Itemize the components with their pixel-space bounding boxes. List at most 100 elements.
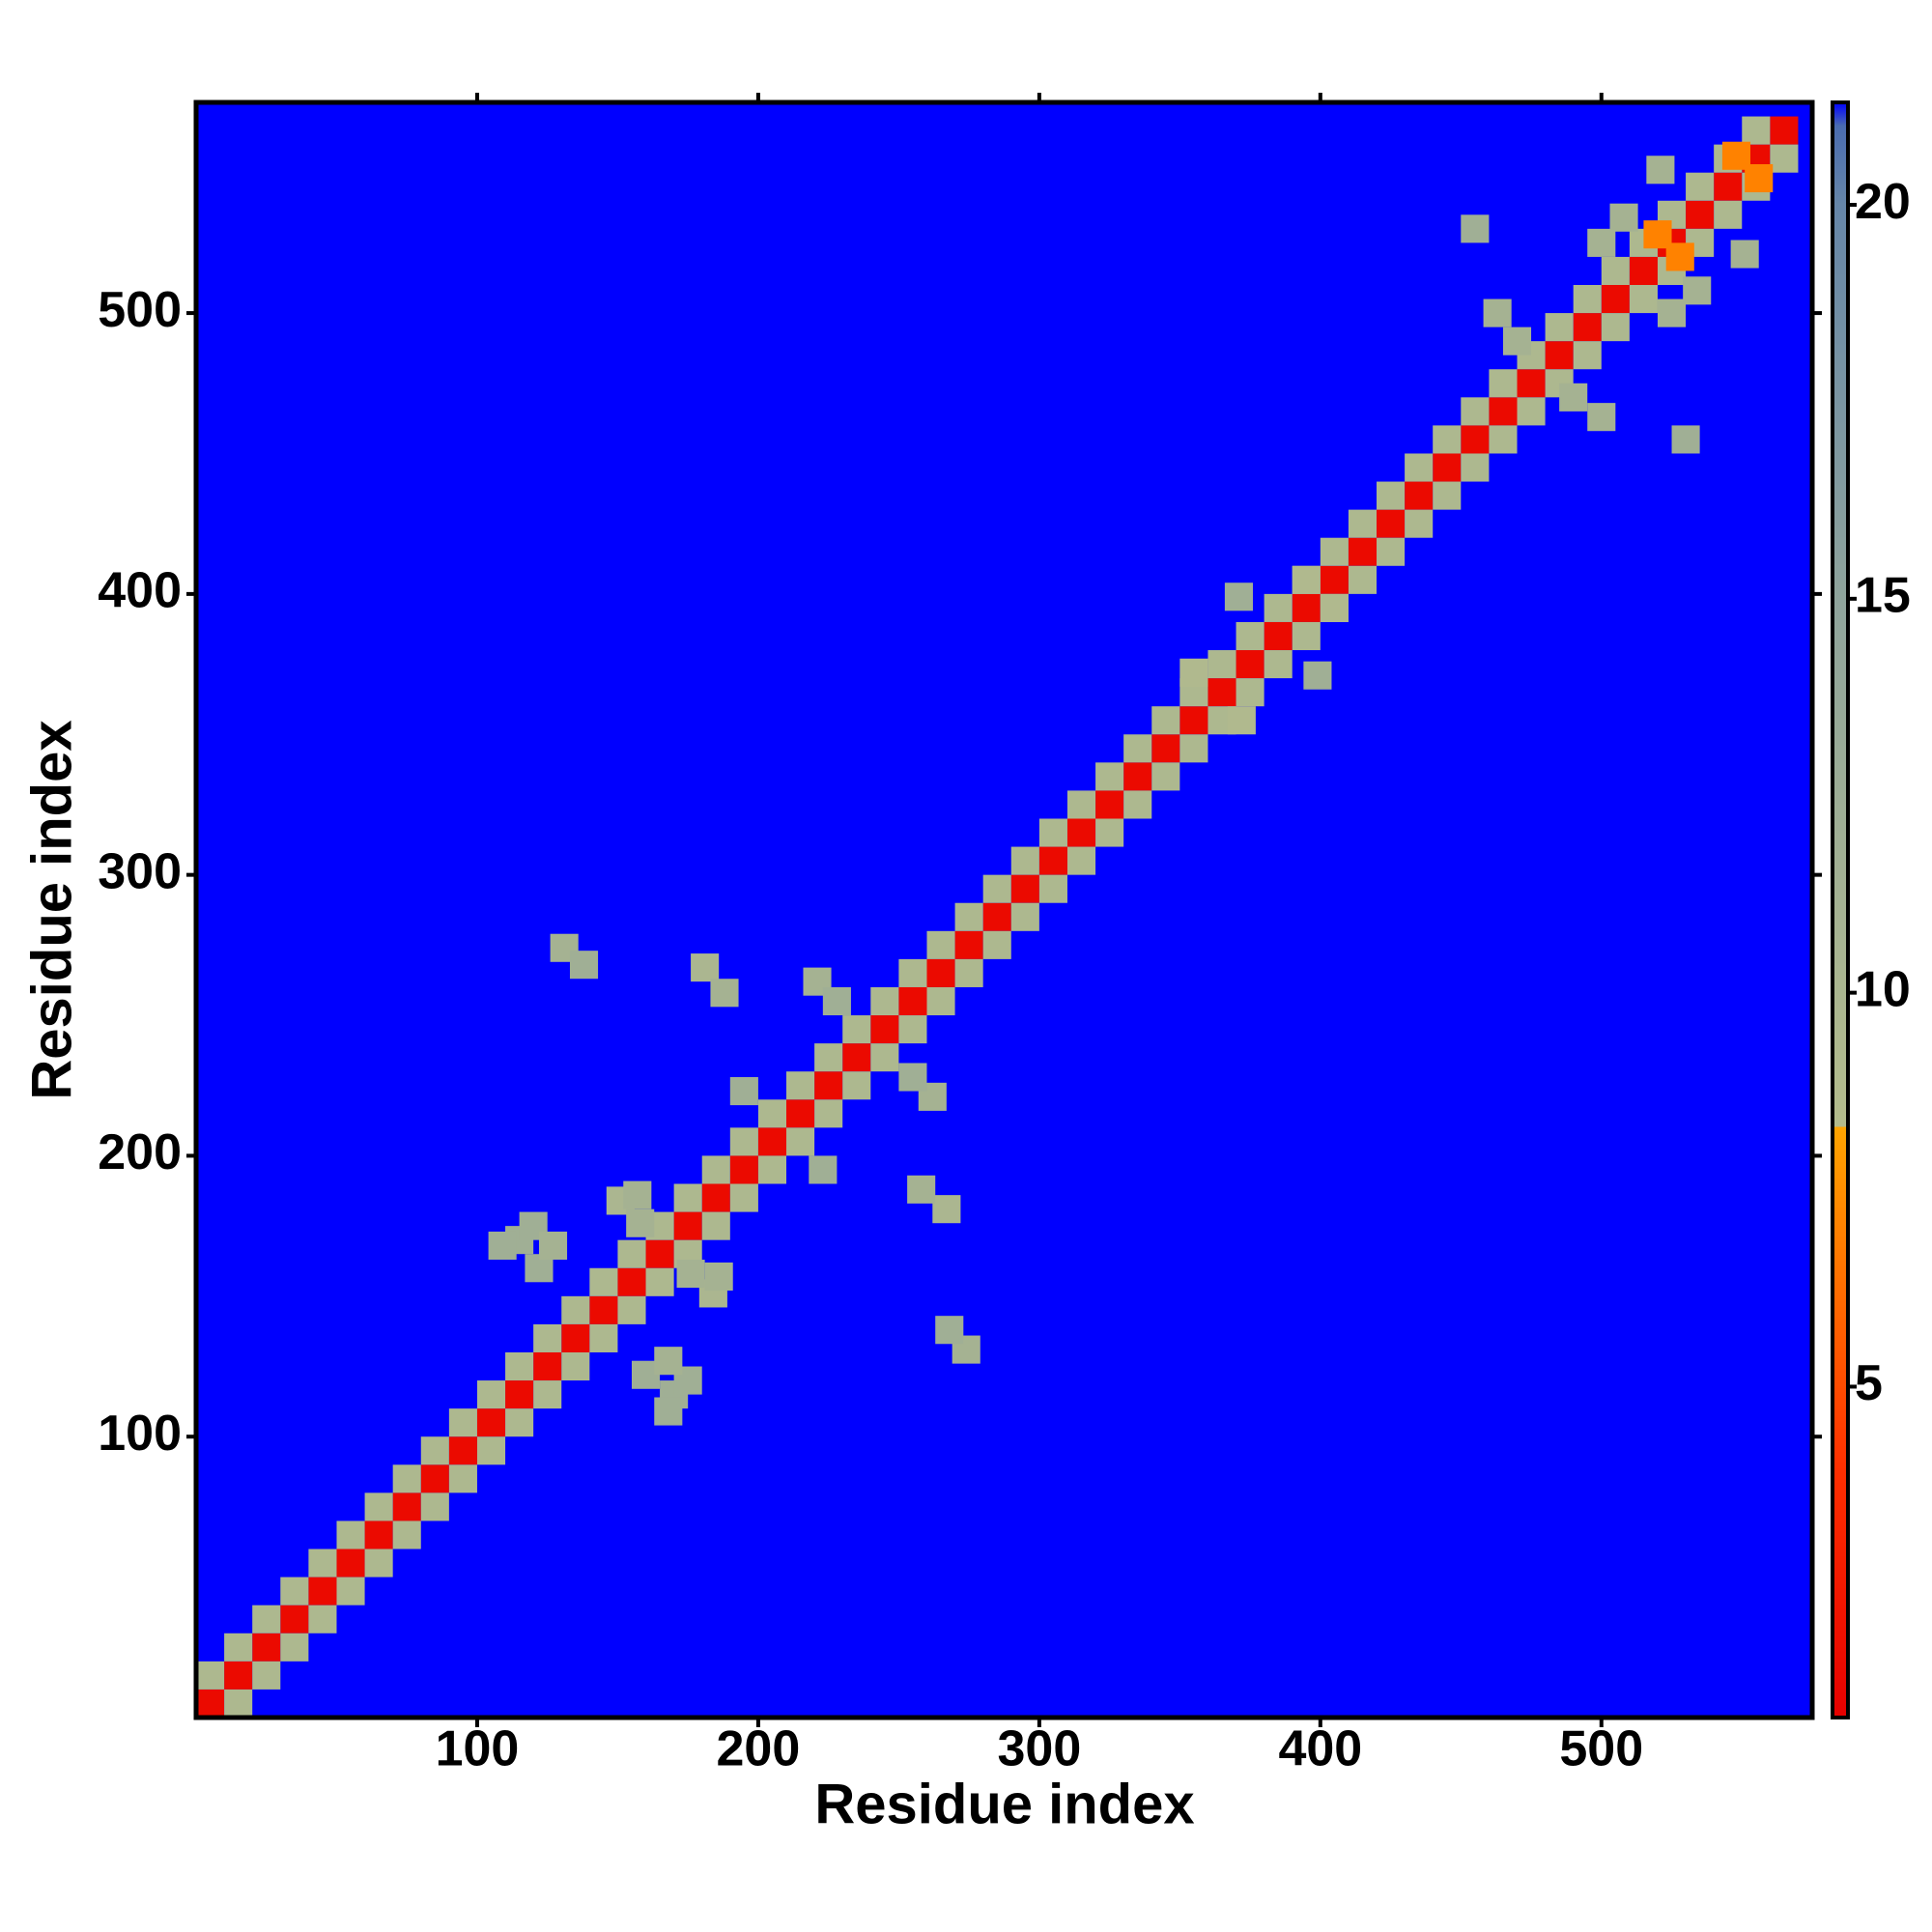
heatmap-cell [1587, 228, 1616, 257]
heatmap-cell [822, 986, 851, 1016]
heatmap-cell [1665, 242, 1694, 271]
heatmap-cell [1671, 425, 1700, 454]
heatmap-cell [710, 979, 739, 1008]
heatmap-cell [954, 930, 983, 959]
heatmap-cell [1646, 156, 1675, 185]
heatmap-cell [935, 1316, 964, 1345]
heatmap-cell [954, 958, 983, 987]
heatmap-cell [1179, 706, 1208, 735]
heatmap-cell [1405, 481, 1434, 510]
heatmap-cell [1038, 818, 1067, 847]
heatmap-cell [645, 1239, 674, 1268]
heatmap-cell [1292, 593, 1321, 622]
heatmap-cell [1714, 200, 1743, 229]
heatmap-cell [561, 1295, 590, 1324]
heatmap-cell [645, 1267, 674, 1296]
heatmap-cell [729, 1077, 758, 1106]
heatmap-cell [196, 1661, 225, 1690]
heatmap-cell [786, 1071, 815, 1100]
heatmap-cell [842, 1071, 871, 1100]
heatmap-cell [626, 1208, 655, 1237]
y-tick-label: 200 [98, 1124, 182, 1180]
heatmap-cell [1123, 762, 1152, 791]
heatmap-cell [1686, 200, 1715, 229]
heatmap-cell [476, 1380, 506, 1409]
heatmap-cell [1348, 537, 1378, 566]
y-tick-label: 100 [98, 1406, 182, 1462]
heatmap-cell [420, 1464, 449, 1493]
heatmap-cell [505, 1408, 534, 1437]
heatmap-cell [1095, 818, 1124, 847]
heatmap-cell [336, 1520, 365, 1549]
heatmap-cell [870, 1043, 899, 1072]
heatmap-cell [1123, 734, 1152, 763]
heatmap-cell [704, 1262, 733, 1292]
heatmap-cell [1348, 565, 1378, 594]
heatmap-cell [1714, 172, 1743, 201]
heatmap-cell [196, 1689, 225, 1718]
heatmap-cell [589, 1267, 618, 1296]
heatmap-cell [1377, 481, 1406, 510]
heatmap-cell [982, 902, 1011, 931]
heatmap-cell [701, 1155, 730, 1184]
heatmap-cell [224, 1689, 253, 1718]
heatmap-cell [757, 1155, 787, 1184]
heatmap-cell [1236, 621, 1264, 651]
plot-frame [193, 99, 1815, 1720]
heatmap-cell [1010, 902, 1039, 931]
heatmap-cell [729, 1155, 758, 1184]
x-axis-title: Residue index [814, 1773, 1194, 1835]
heatmap-cell [1461, 397, 1490, 426]
heatmap-cell [1066, 818, 1096, 847]
y-tick-label: 500 [98, 282, 182, 338]
heatmap-cell [1601, 285, 1630, 314]
heatmap-cell [448, 1408, 477, 1437]
heatmap-cell [1066, 846, 1096, 875]
heatmap-cell [1587, 403, 1616, 432]
heatmap-cell [476, 1408, 506, 1437]
heatmap-cell [898, 958, 927, 987]
heatmap-cell [1545, 341, 1574, 370]
heatmap-cell [814, 1043, 843, 1072]
heatmap-cells [196, 116, 1799, 1718]
x-tick-label: 100 [436, 1721, 520, 1777]
heatmap-cell [982, 874, 1011, 903]
heatmap-cell [280, 1577, 309, 1605]
heatmap-cell [476, 1436, 506, 1465]
heatmap-cell [1461, 453, 1490, 482]
heatmap-cell [673, 1211, 702, 1240]
heatmap-cell [757, 1127, 787, 1156]
heatmap-cell [1179, 658, 1208, 687]
heatmap-cell [364, 1492, 393, 1521]
heatmap-cell [1483, 298, 1512, 327]
heatmap-cell [1559, 383, 1588, 412]
heatmap-cell [1721, 141, 1750, 170]
heatmap-cell [701, 1211, 730, 1240]
heatmap-cell [448, 1464, 477, 1493]
heatmap-cell [1601, 256, 1630, 286]
heatmap-cell [809, 1155, 838, 1184]
heatmap-cell [1208, 650, 1236, 679]
heatmap-cell [1489, 369, 1518, 398]
heatmap-cell [729, 1183, 758, 1212]
heatmap-cell [1461, 425, 1490, 454]
heatmap-cell [1010, 846, 1039, 875]
heatmap-cell [392, 1464, 421, 1493]
heatmap-cell [814, 1071, 843, 1100]
heatmap-cell [308, 1605, 337, 1634]
heatmap-cell [533, 1323, 562, 1352]
heatmap-cell [617, 1239, 646, 1268]
colorbar-tick-label: 15 [1855, 568, 1911, 624]
heatmap-cell [1303, 661, 1332, 690]
heatmap-cell [1461, 214, 1490, 243]
heatmap-cell [364, 1520, 393, 1549]
heatmap-cell [617, 1267, 646, 1296]
heatmap-cell [589, 1295, 618, 1324]
heatmap-cell [308, 1548, 337, 1577]
x-tick-label: 300 [997, 1721, 1081, 1777]
heatmap-cell [589, 1323, 618, 1352]
x-tick-label: 200 [717, 1721, 801, 1777]
heatmap-cell [1405, 453, 1434, 482]
heatmap-cell [308, 1577, 337, 1605]
heatmap-cell [926, 930, 955, 959]
